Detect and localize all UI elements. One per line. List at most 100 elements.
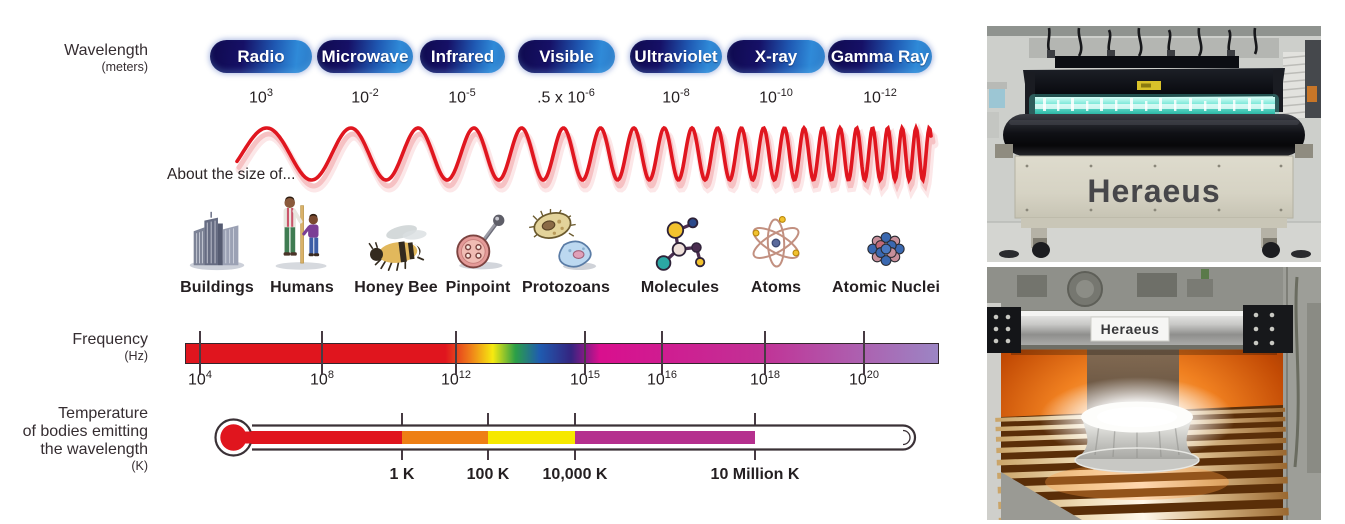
humans-icon bbox=[275, 196, 327, 270]
band-value-ultraviolet: 10-8 bbox=[662, 87, 690, 107]
temperature-axis-title: the wavelength bbox=[40, 441, 148, 458]
band-value-infrared: 10-5 bbox=[448, 87, 476, 107]
size-item-label: Honey Bee bbox=[354, 279, 438, 296]
wavelength-axis-unit: (meters) bbox=[101, 60, 148, 74]
wave-path bbox=[235, 122, 933, 185]
frequency-tick bbox=[863, 331, 865, 374]
photo-infrared-heating: Heraeus bbox=[987, 267, 1321, 520]
wavelength-axis-title: Wavelength bbox=[64, 42, 148, 59]
frequency-axis-label: Frequency (Hz) bbox=[0, 331, 148, 364]
thermo-bulb bbox=[220, 424, 247, 451]
thermo-segment-magenta bbox=[575, 431, 755, 444]
thermometer-scale bbox=[214, 418, 917, 457]
photo-uv-curing-machine: Heraeus bbox=[987, 26, 1321, 262]
heraeus-logo-text: Heraeus bbox=[1101, 321, 1160, 337]
band-value-radio: 103 bbox=[249, 87, 273, 107]
em-wave-illustration bbox=[235, 122, 939, 200]
frequency-tick bbox=[455, 331, 457, 374]
size-item-honey-bee: Honey Bee bbox=[331, 192, 461, 297]
corner-bracket-right bbox=[1243, 305, 1293, 353]
frequency-tick bbox=[584, 331, 586, 374]
atomic-nuclei-icon bbox=[867, 232, 905, 266]
temperature-axis-unit: (K) bbox=[131, 459, 148, 473]
frequency-tick bbox=[764, 331, 766, 374]
size-item-atomic-nuclei: Atomic Nuclei bbox=[821, 192, 951, 297]
frequency-tick bbox=[661, 331, 663, 374]
size-item-label: Pinpoint bbox=[445, 279, 511, 296]
frequency-tick-label: 1020 bbox=[848, 369, 880, 389]
band-pill-ultraviolet: Ultraviolet bbox=[630, 40, 722, 73]
frequency-tick-label: 104 bbox=[188, 369, 212, 389]
band-pill-infrared: Infrared bbox=[420, 40, 505, 73]
temperature-tick-label: 10 Million K bbox=[710, 466, 800, 483]
band-pill-label: Microwave bbox=[321, 46, 409, 66]
band-pill-label: Infrared bbox=[430, 46, 495, 66]
band-value-xray: 10-10 bbox=[759, 87, 793, 107]
band-pill-microwave: Microwave bbox=[317, 40, 413, 73]
frequency-tick-label: 1015 bbox=[569, 369, 601, 389]
temperature-axis-title: of bodies emitting bbox=[22, 423, 148, 440]
band-pill-gamma: Gamma Ray bbox=[828, 40, 932, 73]
size-item-label: Atomic Nuclei bbox=[832, 279, 940, 296]
corrugated-tubes bbox=[1283, 52, 1305, 118]
corner-bracket-left bbox=[987, 307, 1021, 353]
temperature-axis-label: Temperature of bodies emitting the wavel… bbox=[0, 405, 148, 474]
temperature-tick-label: 1 K bbox=[389, 466, 415, 483]
band-pill-xray: X-ray bbox=[727, 40, 825, 73]
band-pill-label: Radio bbox=[237, 46, 285, 66]
band-value-gamma: 10-12 bbox=[863, 87, 897, 107]
thermo-segment-yellow bbox=[488, 431, 575, 444]
size-item-label: Humans bbox=[270, 279, 334, 296]
caster-wheel bbox=[1262, 242, 1280, 258]
band-pill-label: Ultraviolet bbox=[634, 46, 718, 66]
band-value-microwave: 10-2 bbox=[351, 87, 379, 107]
band-pill-label: Gamma Ray bbox=[830, 46, 930, 66]
temperature-tick-label: 10,000 K bbox=[542, 466, 608, 483]
caster-wheel bbox=[1032, 242, 1050, 258]
frequency-tick bbox=[199, 331, 201, 374]
frequency-tick-label: 1012 bbox=[440, 369, 472, 389]
size-item-label: Buildings bbox=[180, 279, 254, 296]
thermo-segment-red bbox=[240, 431, 402, 444]
frequency-tick-label: 1018 bbox=[749, 369, 781, 389]
size-item-humans: Humans bbox=[237, 192, 367, 297]
size-item-protozoans: Protozoans bbox=[501, 192, 631, 297]
machine-top-frame bbox=[1029, 38, 1279, 58]
frequency-tick-label: 1016 bbox=[646, 369, 678, 389]
band-pill-label: Visible bbox=[539, 46, 594, 66]
protozoans-icon bbox=[529, 208, 597, 271]
size-item-buildings: Buildings bbox=[152, 192, 282, 297]
frequency-tick-label: 108 bbox=[310, 369, 334, 389]
temperature-tick-label: 100 K bbox=[466, 466, 510, 483]
blue-box bbox=[989, 89, 1005, 108]
size-item-atoms: Atoms bbox=[711, 192, 841, 297]
wave-shadow bbox=[236, 126, 936, 193]
size-item-label: Atoms bbox=[750, 279, 802, 296]
pinpoint-icon bbox=[456, 214, 505, 270]
frequency-tick bbox=[321, 331, 323, 374]
size-comparison-caption: About the size of... bbox=[167, 166, 296, 183]
thermo-segment-orange bbox=[402, 431, 488, 444]
uv-lamp-reflections bbox=[1043, 98, 1264, 111]
band-value-visible: .5 x 10-6 bbox=[537, 87, 595, 107]
wave-shadow bbox=[235, 123, 939, 200]
molecules-icon bbox=[655, 217, 706, 271]
heraeus-logo-text: Heraeus bbox=[1087, 173, 1220, 209]
panel-screws bbox=[1025, 164, 1283, 212]
size-item-label: Molecules bbox=[640, 279, 720, 296]
wavelength-axis-label: Wavelength (meters) bbox=[0, 42, 148, 75]
frequency-axis-unit: (Hz) bbox=[124, 349, 148, 363]
size-item-label: Protozoans bbox=[521, 279, 611, 296]
heraeus-label-plate bbox=[1090, 316, 1170, 342]
band-pill-label: X-ray bbox=[754, 46, 798, 66]
conveyor-frame-edge bbox=[1001, 472, 1082, 520]
buildings-icon bbox=[189, 211, 245, 271]
temperature-axis-title: Temperature bbox=[58, 405, 148, 422]
atom-icon bbox=[752, 215, 800, 268]
upper-dark-bar bbox=[1055, 56, 1239, 68]
band-pill-visible: Visible bbox=[518, 40, 615, 73]
frequency-axis-title: Frequency bbox=[72, 331, 148, 348]
honey-bee-icon bbox=[368, 225, 427, 271]
frequency-spectrum-bar bbox=[185, 343, 939, 364]
